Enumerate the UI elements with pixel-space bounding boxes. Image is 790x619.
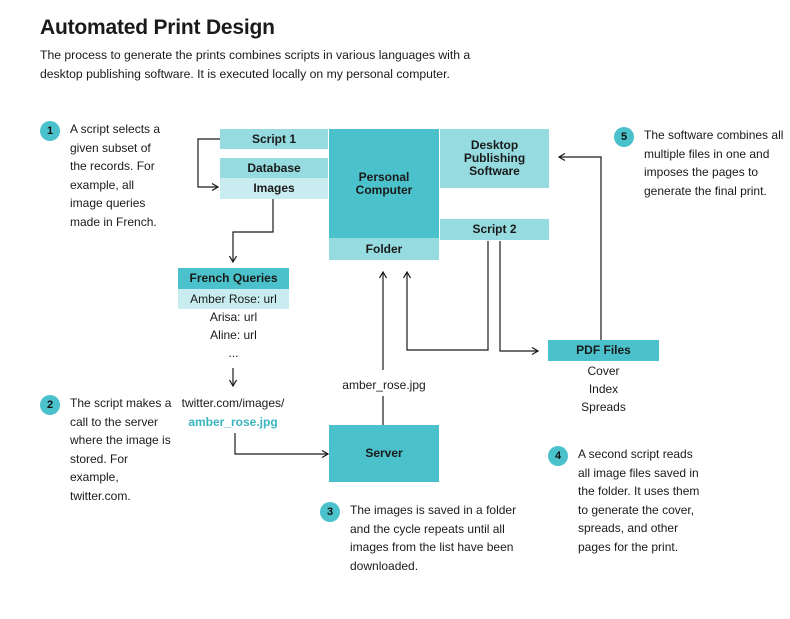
url-line2: amber_rose.jpg xyxy=(188,415,278,429)
folder-box: Folder xyxy=(329,238,439,260)
step-2-badge: 2 xyxy=(40,395,60,415)
arrow-script1-to-images xyxy=(197,138,220,187)
step-3-badge: 3 xyxy=(320,502,340,522)
pdf-files-box: PDF Files xyxy=(548,340,659,361)
step-1-badge: 1 xyxy=(40,121,60,141)
url-line1: twitter.com/images/ xyxy=(181,396,285,410)
images-box: Images xyxy=(220,178,328,199)
pdf-item-spreads: Spreads xyxy=(581,400,626,414)
query-more: ... xyxy=(228,346,239,360)
step-3-text: The images is saved in a folder and the … xyxy=(350,503,517,573)
script2-box: Script 2 xyxy=(440,219,549,240)
query-amber-rose: Amber Rose: url xyxy=(178,289,289,309)
pdf-item-cover: Cover xyxy=(587,364,620,378)
query-aline: Aline: url xyxy=(210,328,257,342)
arrow-pdf-to-software xyxy=(559,157,602,340)
desktop-publishing-box: Desktop Publishing Software xyxy=(440,129,549,188)
french-queries-header: French Queries xyxy=(178,268,289,289)
file-label: amber_rose.jpg xyxy=(342,378,426,392)
page-subtitle: The process to generate the prints combi… xyxy=(40,48,471,81)
personal-computer-box: Personal Computer xyxy=(329,129,439,238)
step-4-text: A second script reads all image files sa… xyxy=(578,447,700,554)
step-5-text: The software combines all multiple files… xyxy=(644,128,784,198)
query-arisa: Arisa: url xyxy=(209,310,258,324)
step-5-badge: 5 xyxy=(614,127,634,147)
arrow-script2-to-pdf xyxy=(499,241,538,351)
arrow-images-to-queries xyxy=(233,199,274,262)
arrow-script2-to-folder xyxy=(407,241,489,351)
step-2-text: The script makes a call to the server wh… xyxy=(70,396,172,503)
script1-box: Script 1 xyxy=(220,129,328,149)
step-4-badge: 4 xyxy=(548,446,568,466)
arrow-url-to-server xyxy=(234,433,328,454)
step-1-text: A script selects a given subset of the r… xyxy=(70,122,161,229)
page-title: Automated Print Design xyxy=(40,16,275,39)
database-box: Database xyxy=(220,158,328,178)
pdf-item-index: Index xyxy=(588,382,619,396)
server-box: Server xyxy=(329,425,439,482)
